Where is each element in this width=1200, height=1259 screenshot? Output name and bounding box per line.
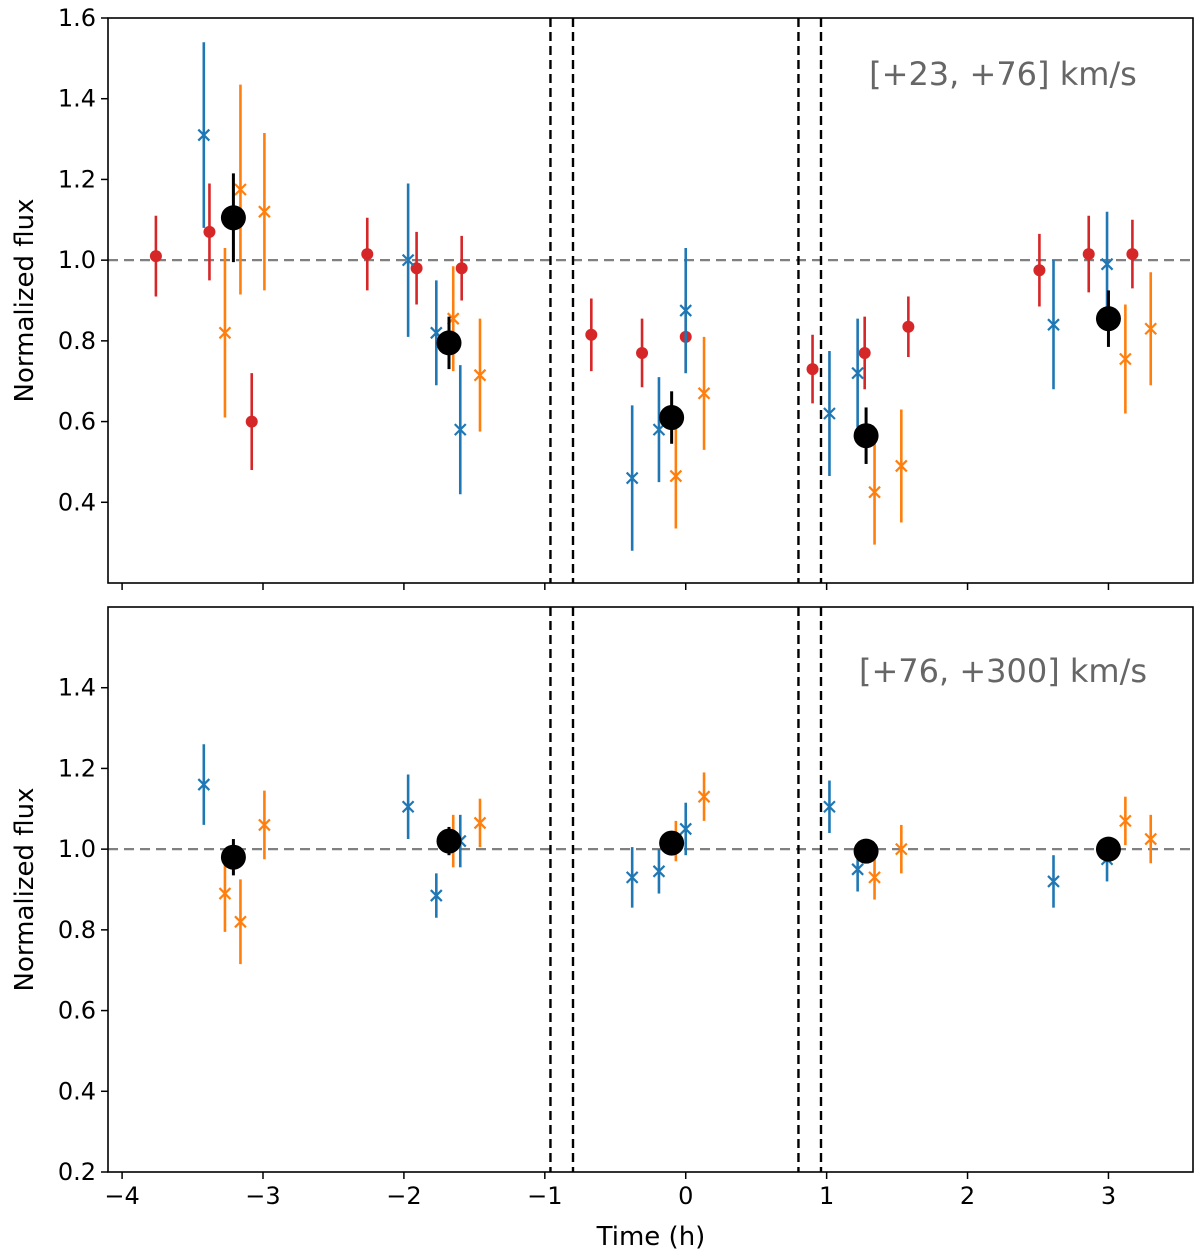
series-black: [220, 826, 1121, 876]
data-point-x: [1144, 832, 1158, 846]
series-orange: [218, 84, 1158, 545]
y-tick-label: 0.4: [58, 488, 96, 516]
binned-data-point: [220, 205, 246, 231]
x-tick-label: −4: [104, 1182, 139, 1210]
data-point-x: [625, 871, 639, 884]
binned-data-point: [853, 838, 879, 864]
x-tick-label: −3: [245, 1182, 280, 1210]
data-point-x: [258, 818, 271, 832]
y-tick-label: 0.2: [58, 1158, 96, 1186]
x-axis-label: Time (h): [596, 1222, 706, 1252]
data-point: [203, 225, 216, 238]
data-point-x: [851, 366, 864, 380]
binned-data-point: [659, 830, 685, 856]
binned-data-point: [659, 405, 685, 431]
data-point-x: [1100, 257, 1114, 271]
data-point-x: [868, 485, 881, 499]
data-point: [858, 346, 871, 359]
data-point-x: [218, 887, 232, 900]
x-tick-label: 0: [678, 1182, 693, 1210]
data-point-x: [430, 889, 443, 902]
top-panel: 0.4 0.6 0.8 1.0 1.2 1.4 1.6 Normalized flux [+23…: [10, 4, 1194, 590]
data-point-x: [234, 915, 247, 929]
data-point-x: [868, 871, 881, 884]
binned-data-point: [1095, 836, 1121, 862]
data-point-x: [895, 842, 908, 856]
y-tick-label: 1.0: [58, 246, 96, 274]
data-point: [636, 346, 649, 359]
data-point-x: [1047, 875, 1060, 888]
data-point-x: [453, 423, 467, 436]
data-point: [585, 328, 598, 341]
y-tick-label: 1.4: [58, 85, 96, 113]
binned-data-point: [436, 828, 462, 854]
data-point-x: [895, 459, 908, 473]
y-axis-label: Normalized flux: [10, 199, 40, 403]
y-tick-label: 1.2: [58, 165, 96, 193]
binned-data-point: [436, 330, 462, 356]
data-point-x: [258, 205, 271, 218]
data-point-x: [1144, 322, 1158, 336]
data-point-x: [1047, 318, 1060, 331]
velocity-range-annotation: [+76, +300] km/s: [859, 652, 1147, 690]
data-point-x: [823, 407, 836, 420]
data-point-x: [1119, 352, 1132, 366]
y-tick-label: 0.8: [58, 916, 96, 944]
data-point-x: [218, 326, 232, 340]
x-tick-label: −2: [386, 1182, 421, 1210]
x-tick-label: 3: [1101, 1182, 1116, 1210]
data-point: [455, 262, 468, 275]
data-point-x: [697, 387, 711, 400]
binned-data-point: [853, 423, 879, 449]
axes-frame: [107, 606, 1194, 1173]
data-point: [806, 363, 819, 376]
y-tick-label: 1.4: [58, 674, 96, 702]
y-tick-label: 0.6: [58, 408, 96, 436]
data-point-x: [697, 790, 711, 803]
data-point-x: [197, 128, 211, 142]
data-point-x: [851, 863, 864, 876]
axes-frame: [107, 17, 1194, 584]
y-axis-label: Normalized flux: [10, 788, 40, 992]
data-point: [149, 250, 162, 263]
data-point-x: [669, 469, 683, 483]
data-point-x: [401, 253, 415, 267]
data-point: [245, 415, 258, 428]
y-tick-label: 0.4: [58, 1077, 96, 1105]
data-point-x: [473, 816, 487, 830]
data-point-x: [473, 368, 487, 382]
data-point: [1033, 264, 1046, 277]
velocity-range-annotation: [+23, +76] km/s: [869, 55, 1137, 93]
x-tick-label: 1: [819, 1182, 834, 1210]
bottom-panel: 0.2 0.4 0.6 0.8 1.0 1.2 1.4 −4 −3 −2 −1 0 1 2 3 Normali…: [10, 606, 1194, 1210]
series-black: [220, 173, 1121, 464]
x-tick-label: 2: [960, 1182, 975, 1210]
data-point: [361, 248, 374, 261]
data-point-x: [234, 183, 247, 196]
x-tick-label: −1: [527, 1182, 562, 1210]
data-point: [902, 320, 915, 333]
binned-data-point: [1095, 306, 1121, 332]
y-tick-label: 1.6: [58, 4, 96, 32]
data-point-x: [679, 822, 693, 836]
binned-data-point: [220, 844, 246, 870]
series-blue: [197, 42, 1114, 551]
y-tick-label: 1.0: [58, 835, 96, 863]
data-point-x: [197, 778, 211, 791]
y-tick-label: 0.8: [58, 327, 96, 355]
data-point-x: [823, 800, 836, 814]
data-point: [1126, 248, 1139, 261]
data-point-x: [1119, 814, 1132, 828]
data-point-x: [679, 304, 693, 317]
y-tick-label: 1.2: [58, 754, 96, 782]
series-red: [149, 183, 1139, 470]
y-tick-label: 0.6: [58, 997, 96, 1025]
data-point: [1082, 248, 1095, 261]
data-point-x: [401, 800, 415, 814]
data-point-x: [625, 471, 639, 485]
data-point-x: [652, 865, 666, 878]
